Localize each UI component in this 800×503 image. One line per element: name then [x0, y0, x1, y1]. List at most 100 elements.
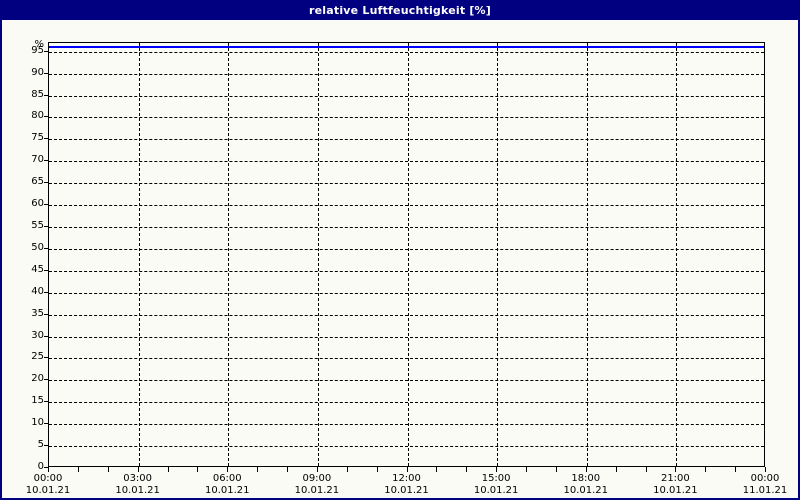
gridline-vertical	[676, 43, 678, 466]
x-axis-tick-time: 12:00	[392, 473, 421, 484]
y-axis-tick-mark	[44, 247, 48, 249]
plot-area	[48, 42, 765, 467]
y-axis-tick-mark	[44, 269, 48, 271]
x-axis-tick-date: 10.01.21	[25, 485, 71, 496]
gridline-horizontal	[49, 270, 764, 272]
y-axis-tick-mark	[44, 291, 48, 293]
x-axis-tick-date: 10.01.21	[384, 485, 429, 496]
y-axis-tick-label: 85	[31, 88, 44, 100]
y-axis-tick-label: 50	[31, 241, 44, 253]
y-axis-tick-mark	[44, 445, 48, 447]
y-axis-labels: % 0 5 10 15 20 25 30 35 40 45 50 55 60 65 70 75 80 85 90 95	[2, 39, 44, 472]
gridline-horizontal	[49, 380, 764, 382]
y-axis-tick-mark	[44, 357, 48, 359]
gridline-vertical	[497, 43, 499, 466]
x-axis-tick-mark	[406, 467, 408, 472]
gridline-horizontal	[49, 358, 764, 360]
y-axis-tick-mark	[44, 401, 48, 403]
y-axis-tick-label: 10	[31, 417, 44, 429]
gridline-horizontal	[49, 51, 764, 53]
page-title: relative Luftfeuchtigkeit [%]	[309, 4, 491, 17]
humidity-series-line	[49, 46, 764, 49]
y-axis-tick-mark	[44, 423, 48, 425]
x-axis-tick-mark	[555, 467, 557, 472]
gridline-horizontal	[49, 292, 764, 294]
gridline-vertical	[228, 43, 230, 466]
x-axis-tick-time: 09:00	[302, 473, 332, 484]
x-axis-tick-mark	[765, 467, 766, 472]
y-axis-tick-mark	[44, 204, 48, 206]
x-axis-tick-time: 03:00	[123, 473, 153, 484]
x-axis-tick-mark	[227, 467, 229, 472]
y-axis-tick-label: 40	[31, 285, 44, 297]
x-axis-tick-time: 15:00	[481, 473, 511, 484]
x-axis-tick-mark	[257, 467, 259, 472]
x-axis-tick-date: 10.01.21	[204, 485, 250, 496]
x-axis-tick-mark	[77, 467, 79, 472]
gridline-vertical	[407, 43, 409, 466]
x-axis-tick-mark	[287, 467, 288, 472]
gridline-horizontal	[49, 161, 764, 163]
gridline-vertical	[317, 43, 319, 466]
gridline-vertical	[138, 43, 140, 466]
x-axis-tick-date: 10.01.21	[115, 485, 160, 496]
x-axis-tick-label: 03:00 10.01.21	[93, 473, 183, 497]
x-axis-tick-date: 10.01.21	[294, 485, 340, 496]
y-axis-tick-label: 45	[31, 263, 44, 275]
y-axis-tick-marks	[44, 42, 49, 468]
y-axis-tick-mark	[44, 72, 48, 74]
y-axis-tick-label: 70	[31, 154, 44, 166]
x-axis-tick-mark	[376, 467, 378, 472]
y-axis-tick-label: 20	[31, 373, 44, 385]
y-axis-tick-label: 30	[31, 329, 44, 341]
x-axis-tick-date: 10.01.21	[473, 485, 519, 496]
x-axis-tick-date: 10.01.21	[653, 485, 698, 496]
gridline-horizontal	[49, 314, 764, 316]
x-axis-tick-mark	[137, 467, 139, 472]
y-axis-tick-mark	[44, 116, 48, 118]
x-axis-tick-mark	[316, 467, 318, 472]
x-axis-tick-label: 00:00 10.01.21	[3, 473, 93, 497]
gridline-horizontal	[49, 248, 764, 250]
y-axis-tick-label: 80	[31, 110, 44, 122]
gridline-horizontal	[49, 424, 764, 426]
x-axis-tick-label: 21:00 10.01.21	[630, 473, 720, 497]
y-axis-tick-mark	[44, 379, 48, 381]
x-axis-tick-date: 10.01.21	[563, 485, 609, 496]
gridline-horizontal	[49, 73, 764, 75]
x-axis-labels: 00:00 10.01.21 03:00 10.01.21 06:00 10.01.21 0…	[2, 473, 798, 503]
x-axis-tick-mark	[167, 467, 169, 472]
x-axis-tick-label: 09:00 10.01.21	[272, 473, 362, 497]
y-axis-tick-mark	[44, 50, 48, 52]
x-axis-tick-mark	[526, 467, 527, 472]
x-axis-tick-time: 21:00	[660, 473, 690, 484]
y-axis-tick-mark	[44, 138, 48, 140]
y-axis-tick-label: 5	[37, 439, 44, 451]
x-axis-tick-mark	[615, 467, 617, 472]
gridline-horizontal	[49, 95, 764, 97]
y-axis-tick-mark	[44, 94, 48, 96]
y-axis-tick-mark	[44, 226, 48, 228]
y-axis-tick-label: 0	[37, 461, 44, 472]
x-axis-tick-mark	[466, 467, 468, 472]
x-axis-tick-time: 18:00	[571, 473, 601, 484]
chart-title-bar: relative Luftfeuchtigkeit [%]	[2, 2, 798, 20]
x-axis-tick-label: 18:00 10.01.21	[541, 473, 631, 497]
y-axis-unit-label: %	[34, 39, 44, 50]
gridline-vertical	[586, 43, 588, 466]
x-axis-tick-label: 00:00 11.01.21	[720, 473, 800, 497]
y-axis-tick-mark	[44, 160, 48, 162]
gridline-horizontal	[49, 183, 764, 185]
y-axis-tick-mark	[44, 182, 48, 184]
x-axis-tick-marks	[48, 467, 766, 473]
y-axis-tick-label: 90	[31, 66, 44, 78]
y-axis-tick-mark	[44, 335, 48, 337]
y-axis-tick-label: 15	[31, 395, 44, 407]
x-axis-tick-mark	[735, 467, 737, 472]
gridline-horizontal	[49, 117, 764, 119]
x-axis-tick-mark	[107, 467, 109, 472]
gridline-horizontal	[49, 205, 764, 207]
y-axis-tick-label: 25	[31, 351, 44, 363]
x-axis-tick-label: 15:00 10.01.21	[451, 473, 541, 497]
